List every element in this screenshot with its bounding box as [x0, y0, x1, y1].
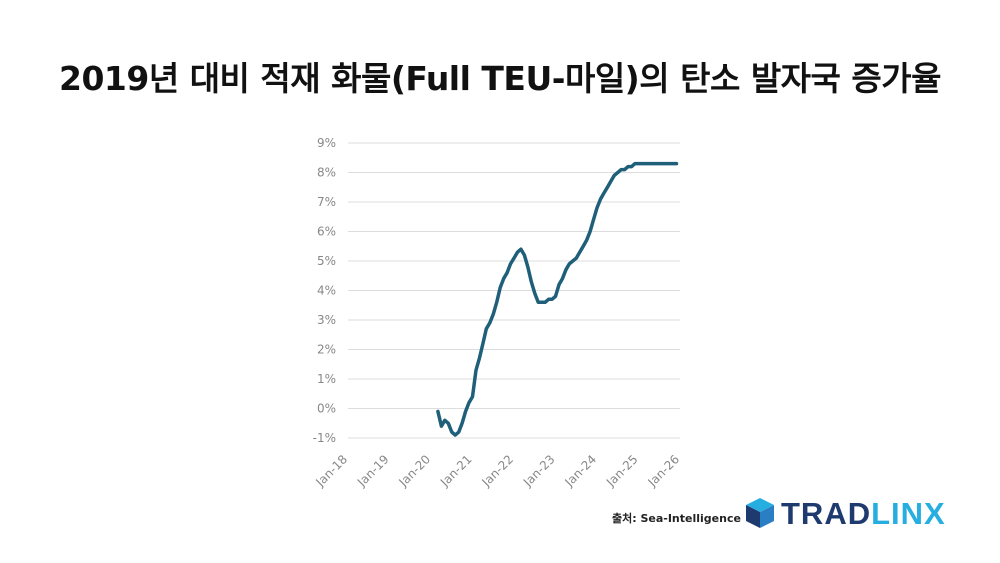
- y-tick-label: -1%: [313, 431, 336, 445]
- tradlinx-logo: TRADLINX: [745, 497, 946, 529]
- page-title: 2019년 대비 적재 화물(Full TEU-마일)의 탄소 발자국 증가율: [59, 59, 941, 98]
- logo-text-linx: LINX: [871, 495, 946, 531]
- x-tick-label: Jan-20: [396, 452, 434, 490]
- y-tick-label: 6%: [317, 225, 336, 239]
- y-axis-tick-labels: -1% 0% 1% 2% 3% 4% 5% 6% 7% 8% 9%: [313, 136, 336, 445]
- x-tick-label: Jan-23: [520, 452, 558, 490]
- x-tick-label: Jan-26: [645, 452, 683, 490]
- y-tick-label: 2%: [317, 343, 336, 357]
- x-tick-label: Jan-21: [437, 452, 475, 490]
- x-tick-label: Jan-24: [562, 452, 600, 490]
- logo-text-trad: TRAD: [781, 495, 872, 531]
- x-tick-label: Jan-19: [354, 452, 392, 490]
- y-tick-label: 1%: [317, 372, 336, 386]
- x-tick-label: Jan-22: [479, 452, 517, 490]
- y-tick-label: 4%: [317, 284, 336, 298]
- x-axis-tick-labels: Jan-18 Jan-19 Jan-20 Jan-21 Jan-22 Jan-23 Jan-…: [313, 452, 683, 490]
- logo-wordmark: TRADLINX: [781, 498, 946, 529]
- y-tick-label: 8%: [317, 166, 336, 180]
- cube-logo-icon: [746, 498, 774, 528]
- y-tick-label: 9%: [317, 136, 336, 150]
- x-tick-label: Jan-25: [603, 452, 641, 490]
- y-tick-label: 7%: [317, 195, 336, 209]
- y-tick-label: 3%: [317, 313, 336, 327]
- series-layer: [436, 161, 679, 437]
- y-tick-label: 0%: [317, 402, 336, 416]
- line-chart: -1%0%1%2%3%4%5%6%7%8%9% Jan-18 Jan-19 Jan-…: [313, 136, 683, 490]
- y-tick-label: 5%: [317, 254, 336, 268]
- series-line: [436, 161, 679, 437]
- grid-lines: [348, 142, 680, 439]
- source-caption: 출처: Sea-Intelligence: [612, 512, 741, 525]
- x-tick-label: Jan-18: [313, 452, 351, 490]
